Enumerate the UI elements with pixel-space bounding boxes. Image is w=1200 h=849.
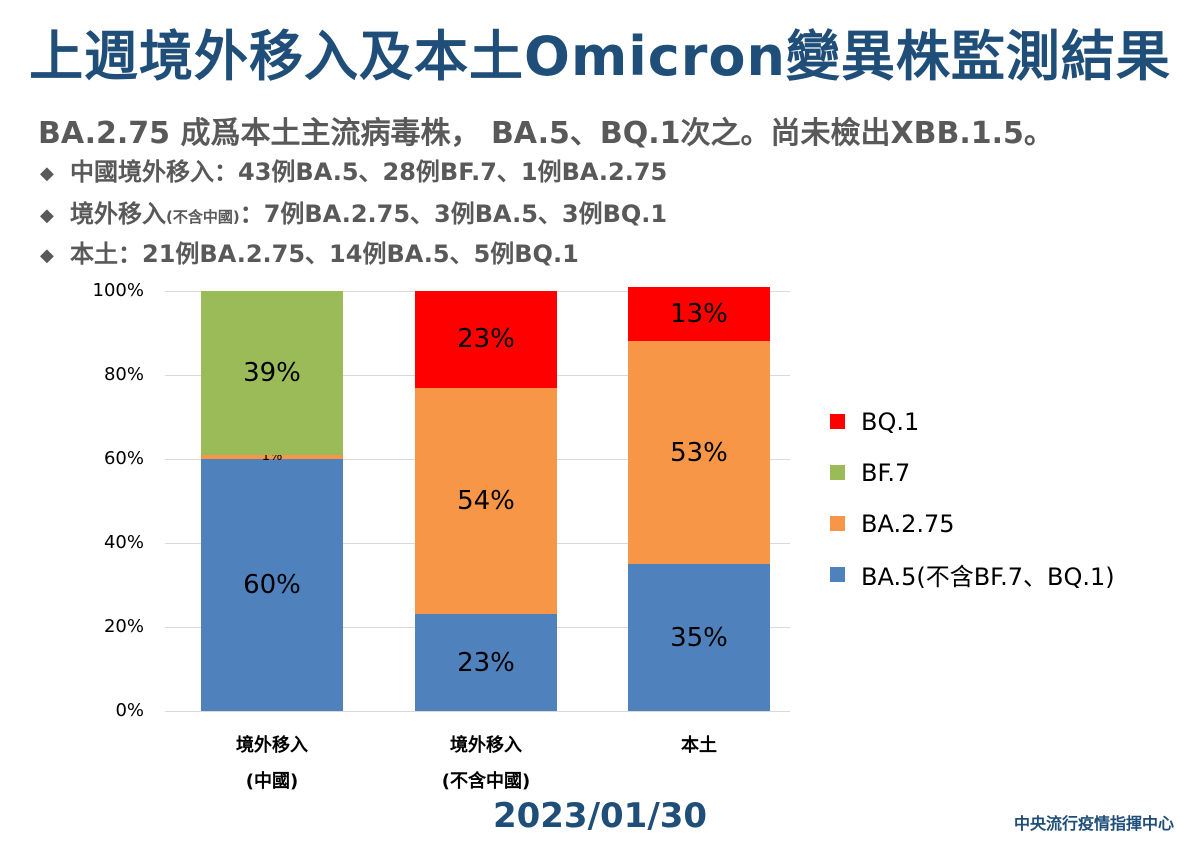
- x-label-line: 境外移入: [236, 735, 308, 756]
- y-tick-label: 100%: [92, 280, 144, 301]
- legend-swatch-icon: [830, 414, 845, 429]
- x-label-line: (中國): [245, 771, 299, 792]
- bullet-text: ：21例BA.2.75、14例BA.5、5例BQ.1: [118, 240, 579, 268]
- data-label: 35%: [670, 622, 728, 653]
- bullet-domestic: ◆ 本土：21例BA.2.75、14例BA.5、5例BQ.1: [40, 234, 579, 269]
- legend-swatch-icon: [830, 567, 845, 582]
- legend-item: BF.7: [830, 447, 1115, 498]
- y-tick-label: 20%: [103, 616, 144, 637]
- legend-item: BA.2.75: [830, 498, 1115, 549]
- y-tick-label: 0%: [115, 700, 144, 721]
- bullet-text: ：43例BA.5、28例BF.7、1例BA.2.75: [214, 158, 668, 186]
- bullet-note: (不含中國): [166, 208, 240, 226]
- legend-item: BQ.1: [830, 396, 1115, 447]
- bullet-china-imported: ◆ 中國境外移入：43例BA.5、28例BF.7、1例BA.2.75: [40, 152, 667, 187]
- legend-swatch-icon: [830, 516, 845, 531]
- diamond-icon: ◆: [40, 204, 54, 226]
- data-label: 53%: [670, 437, 728, 468]
- legend-label: BF.7: [861, 458, 911, 487]
- bar-segment: 23%: [415, 614, 557, 711]
- bar-segment: 53%: [628, 341, 770, 564]
- legend-label: BA.2.75: [861, 509, 955, 538]
- bar-segment: 13%: [628, 286, 770, 342]
- x-label-line: [599, 764, 799, 800]
- data-label: 23%: [457, 647, 515, 678]
- bar-1: 60% 1% 39%: [201, 291, 343, 711]
- bullet-text: ：7例BA.2.75、3例BA.5、3例BQ.1: [239, 200, 668, 228]
- bar-3: 35% 53% 13%: [628, 286, 770, 711]
- data-label: 54%: [457, 486, 515, 516]
- report-date: 2023/01/30: [492, 796, 708, 836]
- legend-label: BQ.1: [861, 407, 920, 436]
- bar-segment: 54%: [415, 387, 557, 615]
- y-tick-label: 80%: [103, 364, 144, 385]
- x-label-line: 本土: [681, 735, 717, 756]
- bar-segment: 35%: [628, 564, 770, 711]
- bar-segment: 23%: [415, 291, 557, 388]
- x-axis-label: 境外移入 (中國): [172, 728, 372, 800]
- legend-label: BA.5(不含BF.7、BQ.1): [861, 563, 1115, 591]
- y-tick-label: 40%: [103, 532, 144, 553]
- x-label-line: 境外移入: [450, 735, 522, 756]
- x-axis-label: 境外移入 (不含中國): [386, 728, 586, 800]
- y-tick-label: 60%: [103, 448, 144, 469]
- bullet-prefix: 境外移入: [70, 200, 166, 228]
- legend-swatch-icon: [830, 465, 845, 480]
- page-title: 上週境外移入及本土Omicron變異株監測結果: [29, 25, 1171, 88]
- x-label-line: (不含中國): [441, 771, 531, 792]
- data-label: 60%: [243, 570, 301, 600]
- data-label: 23%: [457, 324, 515, 355]
- bar-segment: 1%: [201, 449, 343, 464]
- bar-segment: 39%: [201, 291, 343, 455]
- diamond-icon: ◆: [40, 244, 54, 266]
- bullet-prefix: 本土: [70, 240, 118, 268]
- data-label: 13%: [670, 299, 728, 330]
- gridline: [165, 711, 790, 712]
- legend-item: BA.5(不含BF.7、BQ.1): [830, 549, 1115, 600]
- bar-segment: 60%: [201, 459, 343, 711]
- headline: BA.2.75 成爲本土主流病毒株， BA.5、BQ.1次之。尚未檢出XBB.1…: [38, 116, 1054, 151]
- bullet-imported-excl-china: ◆ 境外移入(不含中國)：7例BA.2.75、3例BA.5、3例BQ.1: [40, 194, 667, 229]
- bullet-prefix: 中國境外移入: [70, 158, 214, 186]
- data-label: 39%: [243, 357, 301, 388]
- diamond-icon: ◆: [40, 162, 54, 184]
- source-label: 中央流行疫情指揮中心: [1013, 814, 1174, 833]
- x-axis-label: 本土: [599, 728, 799, 800]
- bar-2: 23% 54% 23%: [415, 291, 557, 711]
- chart-legend: BQ.1 BF.7 BA.2.75 BA.5(不含BF.7、BQ.1): [830, 396, 1115, 600]
